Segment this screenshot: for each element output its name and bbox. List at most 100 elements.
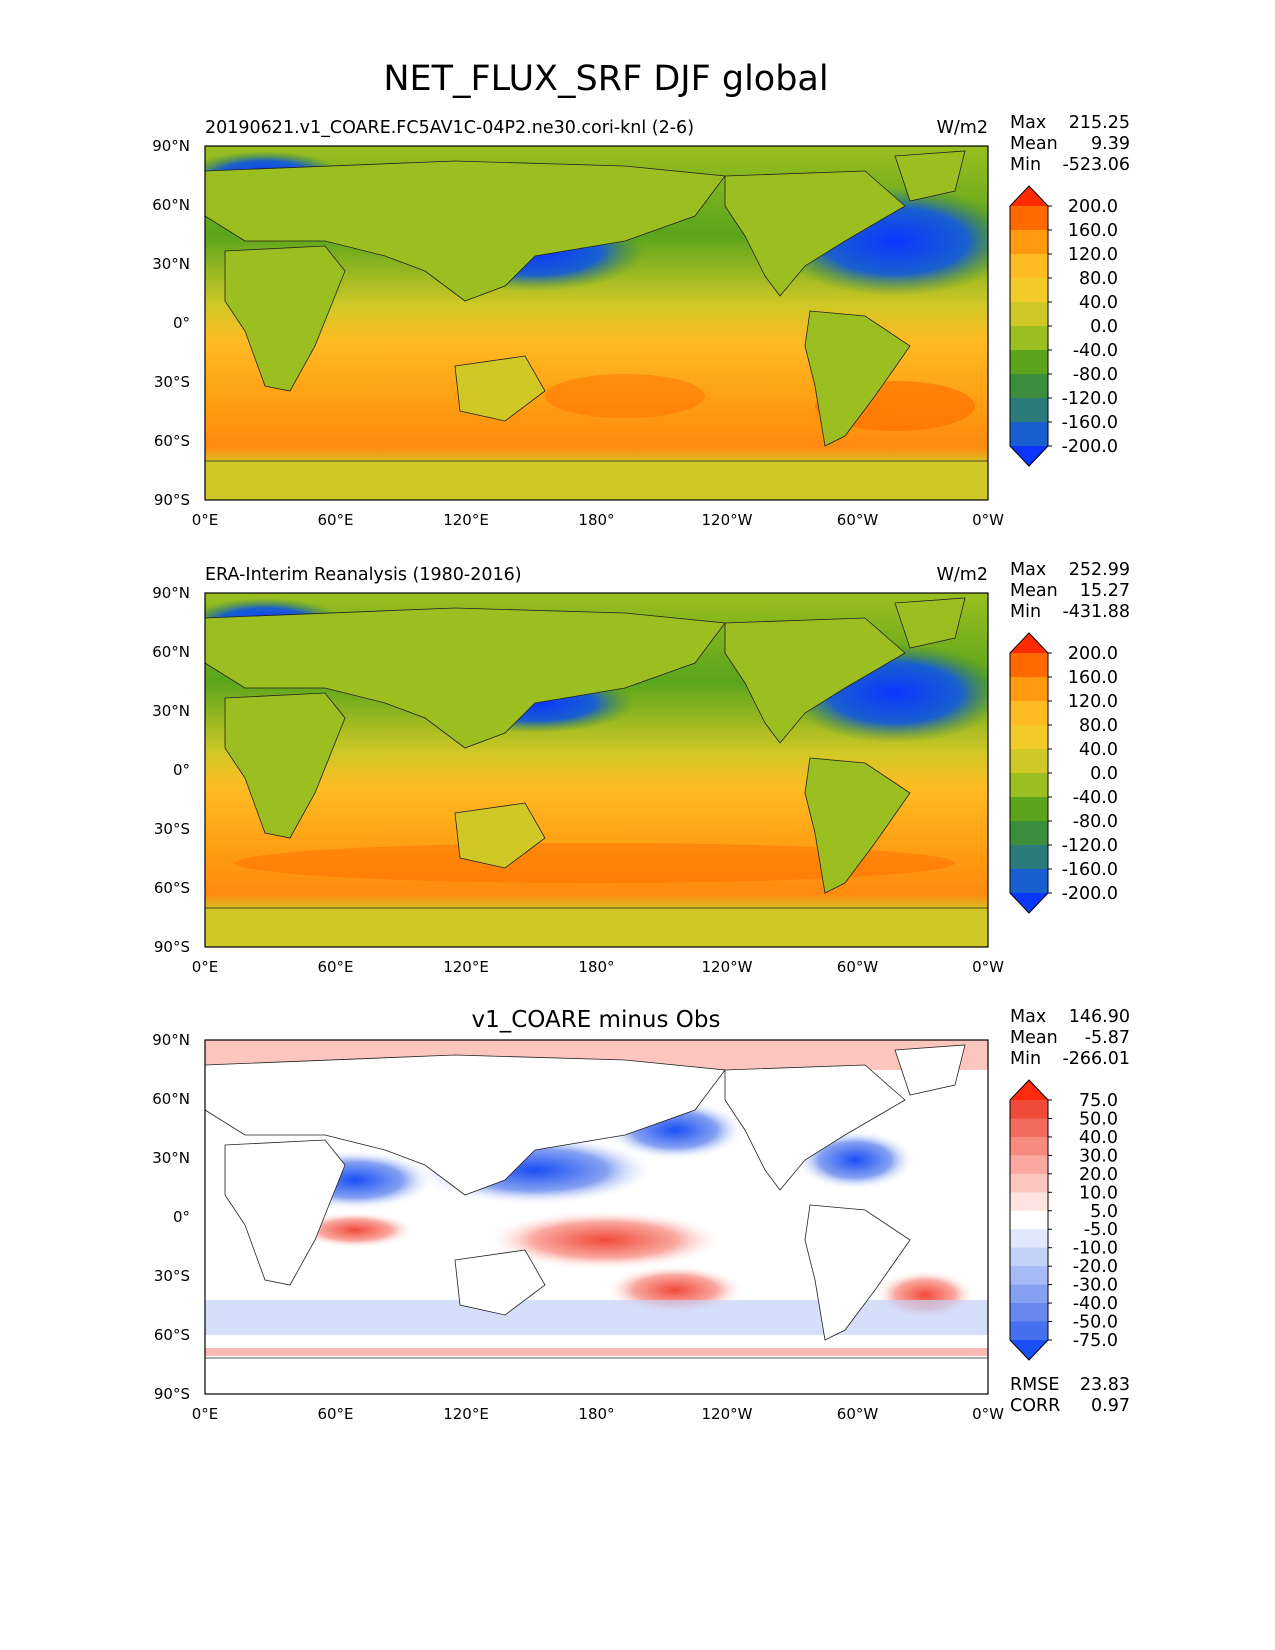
panel-test: 20190621.v1_COARE.FC5AV1C-04P2.ne30.cori… <box>152 113 1130 529</box>
panel-difference-xaxis: 0°E 60°E 120°E 180° 120°W 60°W 0°W <box>192 1405 1004 1423</box>
panel-difference-stats: Max 146.90 Mean -5.87 Min -266.01 <box>1010 1007 1130 1069</box>
colorbar-extend-max <box>1010 1080 1048 1100</box>
xtick-label: 0°E <box>192 958 219 976</box>
continent-africa <box>224 692 346 839</box>
colorbar-tick-label: 0.0 <box>1090 317 1118 337</box>
colorbar-tick-label: -50.0 <box>1073 1313 1118 1333</box>
figure-title: NET_FLUX_SRF DJF global <box>383 59 828 99</box>
continent-greenland <box>894 150 966 202</box>
xtick-label: 60°W <box>837 511 879 529</box>
xtick-label: 120°W <box>702 1405 753 1423</box>
colorbar-segment <box>1010 398 1048 423</box>
colorbar-tick-label: 200.0 <box>1068 197 1118 217</box>
ytick-label: 90°N <box>152 584 190 602</box>
colorbar-tick-label: 160.0 <box>1068 668 1118 688</box>
colorbar-extend-min <box>1010 893 1048 913</box>
panel-test-frame <box>204 145 989 501</box>
ytick-label: 30°S <box>154 373 190 391</box>
colorbar-tick-label: 20.0 <box>1079 1165 1118 1185</box>
stat-max-label: Max <box>1010 113 1046 133</box>
panel-difference: v1_COARE minus Obs Max 146.90 Mean -5.87… <box>152 1007 1130 1423</box>
continent-greenland <box>894 1044 966 1096</box>
stat-mean-value: -5.87 <box>1085 1028 1130 1048</box>
colorbar-extend-min <box>1010 446 1048 466</box>
colorbar-segment <box>1010 1136 1048 1156</box>
continent-eurasia <box>205 1054 726 1196</box>
panel-reference-units: W/m2 <box>937 565 988 585</box>
continent-north-america <box>724 1064 906 1191</box>
stat-min-value: -431.88 <box>1062 602 1130 622</box>
colorbar-tick-label: 50.0 <box>1079 1109 1118 1129</box>
colorbar-segment <box>1010 1321 1048 1341</box>
stat-max-value: 252.99 <box>1069 560 1130 580</box>
xtick-label: 120°E <box>443 1405 489 1423</box>
colorbar-tick-label: 200.0 <box>1068 644 1118 664</box>
colorbar-tick-label: 120.0 <box>1068 692 1118 712</box>
xtick-label: 0°W <box>972 1405 1004 1423</box>
panel-test-units: W/m2 <box>937 118 988 138</box>
continent-australia <box>454 355 546 422</box>
field-pacific-positive <box>485 1210 725 1270</box>
colorbar-extend-max <box>1010 186 1048 206</box>
metric-corr-value: 0.97 <box>1091 1396 1130 1416</box>
colorbar-tick-label: 75.0 <box>1079 1091 1118 1111</box>
panel-difference-colorbar: 75.050.040.030.020.010.05.0-5.0-10.0-20.… <box>1009 1079 1118 1361</box>
panel-reference-colorbar: 200.0 160.0 120.0 80.0 40.0 0.0 -40.0 -80.0 -120… <box>1009 632 1118 914</box>
panel-test-left-title: 20190621.v1_COARE.FC5AV1C-04P2.ne30.cori… <box>205 118 694 138</box>
colorbar-tick-label: -30.0 <box>1073 1276 1118 1296</box>
panel-difference-title: v1_COARE minus Obs <box>472 1007 721 1033</box>
panel-difference-map <box>205 1040 988 1394</box>
continent-north-america <box>724 617 906 744</box>
stat-mean-label: Mean <box>1010 134 1058 154</box>
colorbar-tick-label: 80.0 <box>1079 269 1118 289</box>
colorbar-segment <box>1010 1155 1048 1175</box>
colorbar-extend-min <box>1010 1340 1048 1360</box>
ytick-label: 30°N <box>152 1149 190 1167</box>
ytick-label: 30°S <box>154 1267 190 1285</box>
colorbar-segment <box>1010 1173 1048 1193</box>
stat-min-label: Min <box>1010 602 1041 622</box>
colorbar-tick-label: -200.0 <box>1062 884 1118 904</box>
colorbar-segment <box>1010 821 1048 846</box>
xtick-label: 120°E <box>443 511 489 529</box>
panel-reference: ERA-Interim Reanalysis (1980-2016) W/m2 … <box>152 560 1130 976</box>
stat-max-label: Max <box>1010 560 1046 580</box>
colorbar-segment <box>1010 1229 1048 1249</box>
xtick-label: 0°E <box>192 511 219 529</box>
xtick-label: 120°E <box>443 958 489 976</box>
xtick-label: 0°W <box>972 511 1004 529</box>
xtick-label: 0°E <box>192 1405 219 1423</box>
colorbar-segment <box>1010 326 1048 351</box>
colorbar-segment <box>1010 302 1048 327</box>
xtick-label: 180° <box>578 1405 614 1423</box>
colorbar-segment <box>1010 1247 1048 1267</box>
xtick-label: 180° <box>578 511 614 529</box>
metric-rmse-value: 23.83 <box>1080 1375 1130 1395</box>
panel-reference-xaxis: 0°E 60°E 120°E 180° 120°W 60°W 0°W <box>192 958 1004 976</box>
colorbar-segment <box>1010 422 1048 447</box>
xtick-label: 60°W <box>837 958 879 976</box>
colorbar-segment <box>1010 869 1048 894</box>
colorbar-segment <box>1010 350 1048 375</box>
colorbar-tick-label: -75.0 <box>1073 1331 1118 1351</box>
colorbar-tick-label: -80.0 <box>1073 812 1118 832</box>
colorbar-tick-label: 160.0 <box>1068 221 1118 241</box>
continent-south-america <box>804 310 911 447</box>
continent-north-america <box>724 170 906 297</box>
field-south-pacific-high <box>545 374 705 418</box>
colorbar-segment <box>1010 1303 1048 1323</box>
panel-test-xaxis: 0°E 60°E 120°E 180° 120°W 60°W 0°W <box>192 511 1004 529</box>
colorbar-tick-label: 0.0 <box>1090 764 1118 784</box>
continent-antarctica <box>205 460 988 500</box>
xtick-label: 120°W <box>702 511 753 529</box>
xtick-label: 60°E <box>317 511 353 529</box>
ytick-label: 90°S <box>154 491 190 509</box>
panel-reference-yaxis: 90°N 60°N 30°N 0° 30°S 60°S 90°S <box>152 584 190 956</box>
colorbar-tick-label: -10.0 <box>1073 1239 1118 1259</box>
colorbar-segment <box>1010 1192 1048 1212</box>
field-indian-positive <box>295 1212 415 1248</box>
colorbar-tick-label: 30.0 <box>1079 1146 1118 1166</box>
xtick-label: 60°E <box>317 1405 353 1423</box>
ytick-label: 90°N <box>152 137 190 155</box>
